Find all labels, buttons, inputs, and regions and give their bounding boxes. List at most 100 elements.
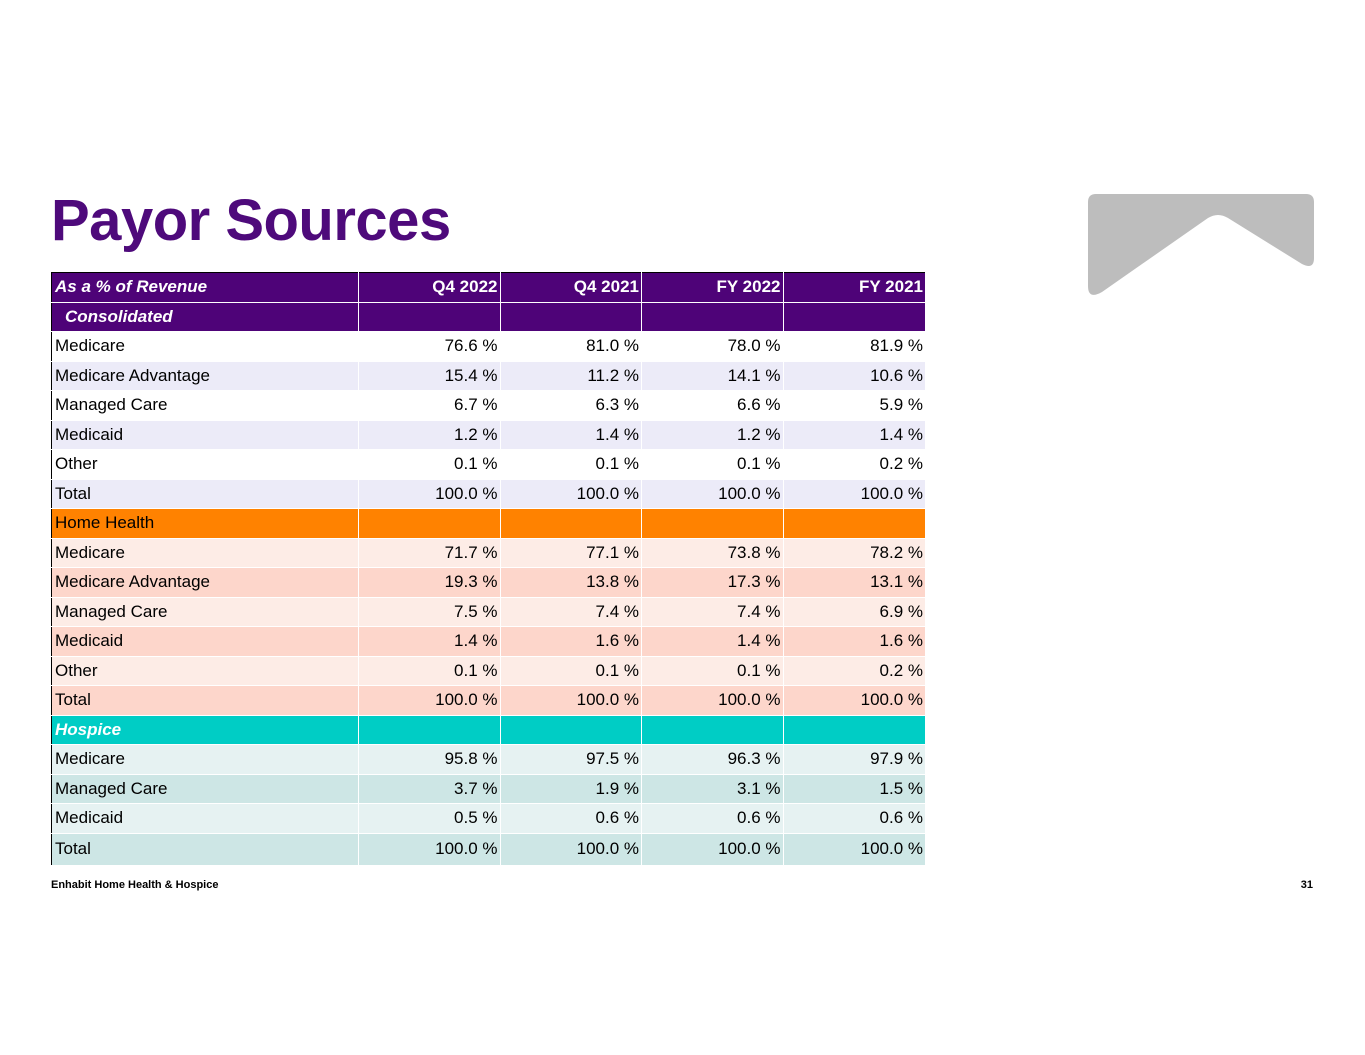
row-label: Medicaid <box>51 626 359 657</box>
cell-value: 15.4 % <box>358 361 501 391</box>
cell-value: 100.0 % <box>500 685 642 716</box>
cell-value: 0.5 % <box>358 803 501 834</box>
cell-value: 1.4 % <box>783 420 926 450</box>
section-header-consolidated: Consolidated <box>51 302 926 332</box>
cell-value: 100.0 % <box>358 479 501 509</box>
page-number: 31 <box>1300 879 1313 891</box>
column-header: Q4 2022 <box>358 272 501 303</box>
table-row: Medicare Advantage 15.4 % 11.2 % 14.1 % … <box>51 361 926 391</box>
cell-value: 100.0 % <box>358 685 501 716</box>
section-header-home-health: Home Health <box>51 508 926 539</box>
cell-value: 6.3 % <box>500 390 642 421</box>
cell-value: 73.8 % <box>641 538 784 568</box>
cell-value: 81.0 % <box>500 331 642 362</box>
table-row: Managed Care 7.5 % 7.4 % 7.4 % 6.9 % <box>51 597 926 627</box>
row-label: Other <box>51 449 359 480</box>
cell-value: 0.1 % <box>641 449 784 480</box>
row-label: Medicare <box>51 331 359 362</box>
cell-value: 0.1 % <box>500 449 642 480</box>
cell-value: 11.2 % <box>500 361 642 391</box>
row-label: Managed Care <box>51 774 359 804</box>
cell-value: 100.0 % <box>641 479 784 509</box>
column-header: Q4 2021 <box>500 272 642 303</box>
cell-value: 10.6 % <box>783 361 926 391</box>
cell-value: 13.1 % <box>783 567 926 598</box>
column-header: As a % of Revenue <box>51 272 359 303</box>
table-row-total: Total 100.0 % 100.0 % 100.0 % 100.0 % <box>51 833 926 866</box>
cell-value: 78.2 % <box>783 538 926 568</box>
cell-value: 0.1 % <box>500 656 642 686</box>
column-header: FY 2021 <box>783 272 926 303</box>
cell-value: 0.6 % <box>500 803 642 834</box>
cell-value: 100.0 % <box>358 833 501 866</box>
cell-value: 71.7 % <box>358 538 501 568</box>
cell-value: 6.9 % <box>783 597 926 627</box>
cell-value: 97.9 % <box>783 744 926 775</box>
table-row: Managed Care 3.7 % 1.9 % 3.1 % 1.5 % <box>51 774 926 804</box>
row-label: Total <box>51 479 359 509</box>
footer-company-name: Enhabit Home Health & Hospice <box>51 879 219 891</box>
row-label: Medicare Advantage <box>51 361 359 391</box>
section-label: Home Health <box>51 508 359 539</box>
cell-value: 7.4 % <box>500 597 642 627</box>
cell-value: 7.5 % <box>358 597 501 627</box>
cell-value: 14.1 % <box>641 361 784 391</box>
cell-value: 76.6 % <box>358 331 501 362</box>
cell-value: 1.9 % <box>500 774 642 804</box>
cell-value: 0.6 % <box>641 803 784 834</box>
row-label: Medicare <box>51 744 359 775</box>
cell-value: 100.0 % <box>783 833 926 866</box>
cell-value: 1.5 % <box>783 774 926 804</box>
cell-value: 1.4 % <box>641 626 784 657</box>
cell-value: 0.1 % <box>358 449 501 480</box>
cell-value: 7.4 % <box>641 597 784 627</box>
cell-value: 6.6 % <box>641 390 784 421</box>
cell-value: 77.1 % <box>500 538 642 568</box>
row-label: Medicaid <box>51 420 359 450</box>
cell-value: 6.7 % <box>358 390 501 421</box>
table-row: Medicare Advantage 19.3 % 13.8 % 17.3 % … <box>51 567 926 598</box>
cell-value: 1.2 % <box>358 420 501 450</box>
cell-value: 78.0 % <box>641 331 784 362</box>
cell-value: 1.6 % <box>783 626 926 657</box>
column-header: FY 2022 <box>641 272 784 303</box>
cell-value: 95.8 % <box>358 744 501 775</box>
cell-value: 100.0 % <box>783 479 926 509</box>
table-row: Medicare 71.7 % 77.1 % 73.8 % 78.2 % <box>51 538 926 568</box>
row-label: Other <box>51 656 359 686</box>
enhabit-logo-icon <box>1088 194 1314 295</box>
cell-value: 1.2 % <box>641 420 784 450</box>
row-label: Medicaid <box>51 803 359 834</box>
row-label: Managed Care <box>51 597 359 627</box>
row-label: Medicare Advantage <box>51 567 359 598</box>
table-row-total: Total 100.0 % 100.0 % 100.0 % 100.0 % <box>51 479 926 509</box>
cell-value: 0.1 % <box>358 656 501 686</box>
payor-sources-table: As a % of Revenue Q4 2022 Q4 2021 FY 202… <box>51 272 926 866</box>
table-row: Other 0.1 % 0.1 % 0.1 % 0.2 % <box>51 449 926 480</box>
cell-value: 0.6 % <box>783 803 926 834</box>
cell-value: 1.4 % <box>358 626 501 657</box>
section-header-hospice: Hospice <box>51 715 926 745</box>
cell-value: 13.8 % <box>500 567 642 598</box>
cell-value: 1.6 % <box>500 626 642 657</box>
table-header-row: As a % of Revenue Q4 2022 Q4 2021 FY 202… <box>51 272 926 303</box>
page-title: Payor Sources <box>51 188 451 253</box>
cell-value: 96.3 % <box>641 744 784 775</box>
cell-value: 100.0 % <box>500 479 642 509</box>
row-label: Medicare <box>51 538 359 568</box>
cell-value: 100.0 % <box>641 685 784 716</box>
table-row: Other 0.1 % 0.1 % 0.1 % 0.2 % <box>51 656 926 686</box>
cell-value: 1.4 % <box>500 420 642 450</box>
table-row-total: Total 100.0 % 100.0 % 100.0 % 100.0 % <box>51 685 926 716</box>
table-row: Medicare 95.8 % 97.5 % 96.3 % 97.9 % <box>51 744 926 775</box>
cell-value: 0.1 % <box>641 656 784 686</box>
table-row: Medicaid 1.4 % 1.6 % 1.4 % 1.6 % <box>51 626 926 657</box>
cell-value: 81.9 % <box>783 331 926 362</box>
table-row: Managed Care 6.7 % 6.3 % 6.6 % 5.9 % <box>51 390 926 421</box>
cell-value: 3.1 % <box>641 774 784 804</box>
cell-value: 19.3 % <box>358 567 501 598</box>
table-row: Medicaid 0.5 % 0.6 % 0.6 % 0.6 % <box>51 803 926 834</box>
cell-value: 0.2 % <box>783 449 926 480</box>
row-label: Total <box>51 685 359 716</box>
row-label: Total <box>51 833 359 866</box>
